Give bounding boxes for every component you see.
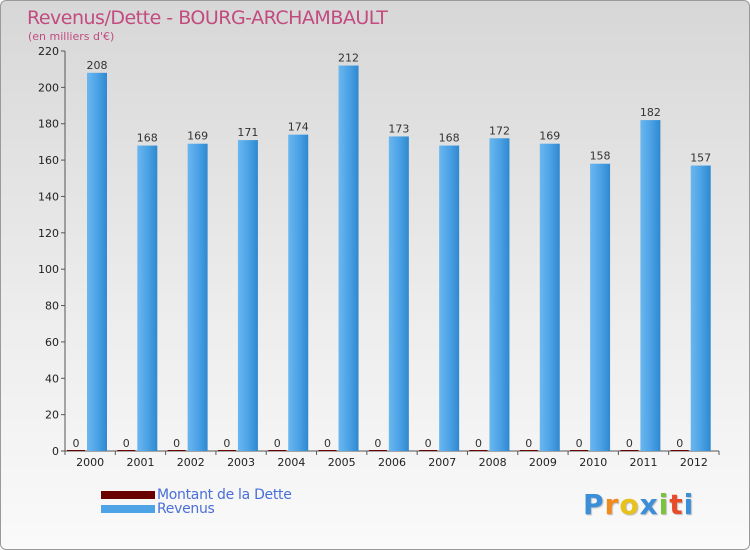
- revenus-value-label: 168: [137, 132, 158, 145]
- dette-value-label: 0: [425, 437, 432, 450]
- legend-label-revenus: Revenus: [157, 501, 215, 517]
- revenus-bar: [338, 65, 359, 451]
- revenus-value-label: 168: [439, 132, 460, 145]
- revenus-value-label: 171: [237, 126, 258, 139]
- chart-subtitle: (en milliers d'€): [28, 30, 115, 43]
- revenus-value-label: 208: [87, 59, 108, 72]
- x-tick-label: 2002: [177, 456, 205, 469]
- dette-bar: [67, 450, 85, 451]
- revenus-value-label: 169: [187, 130, 208, 143]
- revenus-bar: [690, 165, 711, 451]
- dette-value-label: 0: [576, 437, 583, 450]
- x-tick-label: 2009: [529, 456, 557, 469]
- logo-letter: o: [619, 488, 640, 521]
- logo-letter: t: [669, 488, 684, 521]
- revenus-bar: [388, 136, 409, 452]
- y-tick-label: 100: [38, 263, 59, 276]
- x-tick-label: 2008: [479, 456, 507, 469]
- dette-value-label: 0: [626, 437, 633, 450]
- dette-bar: [519, 450, 538, 451]
- dette-value-label: 0: [475, 437, 482, 450]
- logo-letter: x: [639, 488, 659, 521]
- revenus-value-label: 182: [640, 106, 661, 119]
- x-tick-label: 2001: [126, 456, 154, 469]
- logo-letter: i: [683, 488, 695, 521]
- legend-label-dette: Montant de la Dette: [157, 487, 292, 503]
- dette-bar: [318, 450, 337, 451]
- legend-item-dette: Montant de la Dette: [101, 487, 292, 503]
- revenus-bar: [87, 72, 107, 452]
- revenus-value-label: 169: [539, 130, 560, 143]
- revenus-bar: [640, 120, 661, 451]
- x-tick-label: 2012: [680, 456, 708, 469]
- y-tick-label: 20: [45, 409, 59, 422]
- x-tick-label: 2011: [630, 456, 658, 469]
- dette-bar: [167, 450, 186, 451]
- y-tick-label: 160: [38, 154, 59, 167]
- dette-value-label: 0: [73, 437, 80, 450]
- x-tick-label: 2007: [428, 456, 456, 469]
- y-tick-label: 0: [52, 445, 59, 458]
- legend-swatch-revenus: [101, 505, 155, 513]
- dette-bar: [419, 450, 438, 451]
- logo-letter: P: [583, 488, 605, 521]
- x-tick-label: 2010: [579, 456, 607, 469]
- dette-bar: [117, 450, 136, 451]
- dette-bar: [570, 450, 589, 451]
- dette-value-label: 0: [123, 437, 130, 450]
- y-tick-label: 140: [38, 190, 59, 203]
- y-tick-label: 60: [45, 336, 59, 349]
- dette-bar: [268, 450, 287, 451]
- x-tick-label: 2000: [76, 456, 104, 469]
- revenus-value-label: 172: [489, 124, 510, 137]
- x-tick-label: 2003: [227, 456, 255, 469]
- y-tick-label: 40: [45, 372, 59, 385]
- legend-swatch-dette: [101, 491, 155, 499]
- revenus-value-label: 157: [690, 152, 711, 165]
- dette-bar: [670, 450, 689, 451]
- dette-value-label: 0: [274, 437, 281, 450]
- dette-value-label: 0: [676, 437, 683, 450]
- revenus-value-label: 173: [388, 122, 409, 135]
- x-tick-label: 2005: [328, 456, 356, 469]
- revenus-bar: [187, 143, 208, 451]
- y-tick-label: 120: [38, 227, 59, 240]
- y-tick-label: 180: [38, 118, 59, 131]
- x-tick-label: 2006: [378, 456, 406, 469]
- revenus-bar: [237, 140, 258, 451]
- dette-bar: [368, 450, 387, 451]
- revenus-value-label: 212: [338, 52, 359, 65]
- dette-value-label: 0: [173, 437, 180, 450]
- revenus-bar: [590, 163, 611, 451]
- y-tick-label: 200: [38, 81, 59, 94]
- dette-value-label: 0: [324, 437, 331, 450]
- proxiti-logo: Proxiti: [583, 488, 694, 521]
- dette-value-label: 0: [374, 437, 381, 450]
- dette-bar: [620, 450, 639, 451]
- dette-value-label: 0: [223, 437, 230, 450]
- revenus-value-label: 158: [590, 150, 611, 163]
- revenus-bar: [137, 145, 158, 451]
- dette-bar: [217, 450, 236, 451]
- revenus-value-label: 174: [288, 121, 309, 134]
- chart-title: Revenus/Dette - BOURG-ARCHAMBAULT: [27, 7, 388, 29]
- x-tick-label: 2004: [277, 456, 305, 469]
- revenus-bar: [539, 143, 560, 451]
- revenus-bar: [489, 138, 510, 452]
- dette-bar: [469, 450, 488, 451]
- legend-item-revenus: Revenus: [101, 501, 215, 517]
- dette-value-label: 0: [525, 437, 532, 450]
- logo-letter: i: [658, 488, 670, 521]
- y-tick-label: 80: [45, 300, 59, 313]
- revenus-bar: [288, 134, 309, 452]
- y-tick-label: 220: [38, 45, 59, 58]
- revenus-bar: [439, 145, 460, 451]
- logo-letter: r: [604, 488, 620, 521]
